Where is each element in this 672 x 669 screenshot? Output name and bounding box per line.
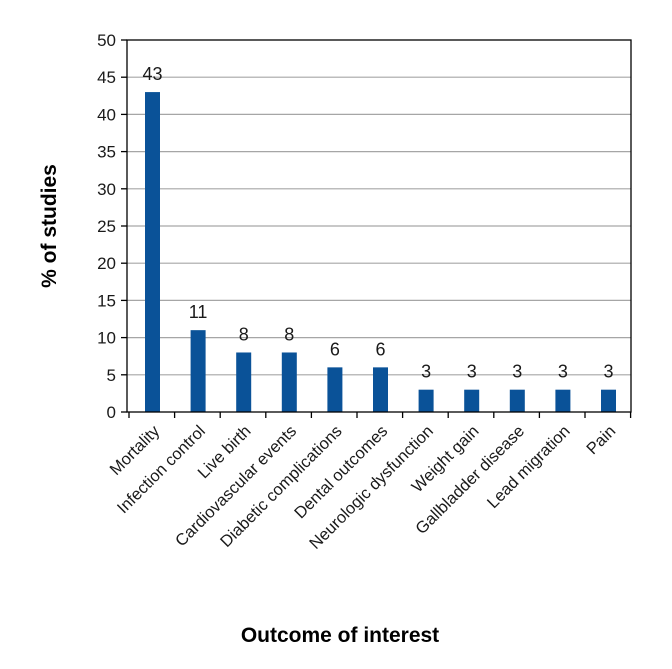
bar — [281, 352, 297, 412]
bar — [190, 330, 206, 412]
y-tick-label: 5 — [107, 366, 116, 385]
data-label: 3 — [603, 362, 613, 382]
y-tick-label: 45 — [97, 68, 116, 87]
x-tick-label: Lead migration — [484, 422, 574, 512]
y-tick-label: 30 — [97, 180, 116, 199]
bar — [236, 352, 252, 412]
data-label: 8 — [284, 324, 294, 344]
axes — [121, 39, 632, 418]
y-tick-label: 20 — [97, 254, 116, 273]
bar — [509, 389, 525, 412]
y-tick-label: 10 — [97, 329, 116, 348]
bar — [555, 389, 571, 412]
y-tick-label: 0 — [107, 403, 116, 422]
data-labels: 43 11 8 8 6 6 3 3 3 3 3 — [142, 64, 613, 382]
bar — [601, 389, 616, 412]
data-label: 11 — [189, 302, 208, 322]
y-axis-title: % of studies — [38, 164, 61, 288]
data-label: 3 — [558, 362, 568, 382]
data-label: 6 — [375, 339, 385, 359]
bar — [145, 92, 160, 412]
data-label: 3 — [421, 362, 431, 382]
data-label: 8 — [239, 324, 249, 344]
data-label: 3 — [512, 362, 522, 382]
bar — [373, 367, 388, 412]
x-tick-label: Pain — [583, 422, 619, 458]
data-label: 43 — [142, 64, 162, 84]
bars — [145, 92, 616, 412]
data-label: 6 — [330, 339, 340, 359]
y-tick-label: 50 — [97, 31, 116, 50]
y-tick-label: 40 — [97, 105, 116, 124]
y-tick-label: 35 — [97, 143, 116, 162]
y-tick-labels: 0 5 10 15 20 25 30 35 40 45 50 — [97, 31, 116, 422]
y-tick-label: 15 — [97, 291, 116, 310]
y-tick-label: 25 — [97, 217, 116, 236]
x-axis-title: Outcome of interest — [241, 624, 439, 647]
bar — [464, 389, 480, 412]
data-label: 3 — [467, 362, 477, 382]
gridlines — [127, 76, 631, 376]
bar — [418, 389, 434, 412]
bar — [327, 367, 343, 412]
